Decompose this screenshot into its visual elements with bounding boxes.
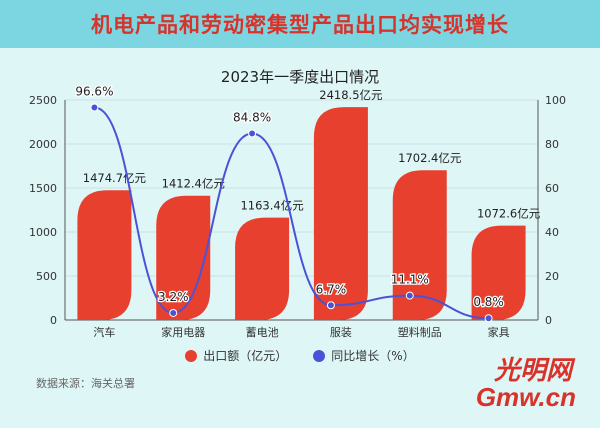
x-tick-label: 家用电器 [161,325,205,339]
y-right-tick: 80 [545,138,559,151]
y-left-tick: 1000 [29,226,57,239]
bar [313,107,368,320]
bar [235,217,290,320]
bar-data-label: 1072.6亿元 [477,207,541,221]
legend-item-bar: 出口额（亿元） [185,347,287,364]
y-left-tick: 2000 [29,138,57,151]
chart-svg: 0 500 1000 1500 2000 2500 0 20 40 60 80 100 1474.7亿元… [29,83,566,339]
line-point [405,291,414,300]
y-right-tick: 100 [545,94,566,107]
y-left-tick: 2500 [29,94,57,107]
x-tick-label: 家具 [488,325,510,339]
y-right-tick: 40 [545,226,559,239]
bar [392,170,447,320]
watermark-bottom: Gmw.cn [475,382,576,412]
legend: 出口额（亿元） 同比增长（%） [0,347,600,364]
bar-data-label: 2418.5亿元 [319,88,383,102]
y-left-tick: 1500 [29,182,57,195]
bar-data-label: 1474.7亿元 [83,171,147,185]
bar [471,225,526,320]
data-source: 数据来源：海关总署 [36,377,135,390]
line-data-label: 11.1% [391,273,429,287]
watermark-logo: 光明网 Gmw.cn [460,348,580,418]
chart-title: 2023年一季度出口情况 [220,68,380,86]
bar-data-label: 1163.4亿元 [240,199,304,213]
page-title: 机电产品和劳动密集型产品出口均实现增长 [91,13,509,37]
legend-bar-icon [185,349,198,362]
y-left-tick: 500 [36,270,57,283]
legend-line-icon [313,349,326,362]
chart-area: 2023年一季度出口情况 0 500 1000 1500 2000 2500 0 20 40 60… [0,48,600,428]
line-data-label: 3.2% [158,290,189,304]
y-right-tick: 60 [545,182,559,195]
watermark-top: 光明网 [493,356,572,386]
legend-item-line: 同比增长（%） [313,347,415,364]
y-right-tick: 20 [545,270,559,283]
y-right-tick: 0 [545,314,552,327]
line-point [484,314,493,323]
legend-line-label: 同比增长（%） [331,349,415,363]
line-point [90,103,99,112]
x-tick-label: 蓄电池 [246,326,279,339]
bar-data-label: 1702.4亿元 [398,151,462,165]
y-left-tick: 0 [50,314,57,327]
line-data-label: 84.8% [233,110,271,124]
legend-bar-label: 出口额（亿元） [203,349,288,363]
bar [156,195,211,320]
bar-data-label: 1412.4亿元 [162,177,226,191]
x-tick-label: 塑料制品 [398,325,442,339]
line-point [326,301,335,310]
x-tick-label: 服装 [330,326,352,339]
header-banner [0,0,600,48]
line-data-label: 96.6% [75,84,113,98]
x-tick-label: 汽车 [93,325,115,339]
line-data-label: 6.7% [316,282,347,296]
line-point [248,129,257,138]
line-point [169,308,178,317]
line-data-label: 0.8% [473,295,504,309]
bar [77,190,132,320]
